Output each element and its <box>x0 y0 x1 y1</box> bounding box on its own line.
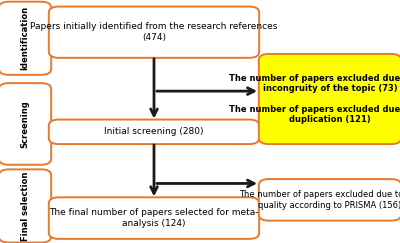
FancyBboxPatch shape <box>49 120 259 144</box>
FancyBboxPatch shape <box>0 2 51 75</box>
Text: Identification: Identification <box>20 6 30 70</box>
Text: Screening: Screening <box>20 100 30 148</box>
Text: The final number of papers selected for meta-
analysis (124): The final number of papers selected for … <box>49 208 259 228</box>
Text: The number of papers excluded due to low
quality according to PRISMA (156): The number of papers excluded due to low… <box>239 190 400 209</box>
Text: Papers initially identified from the research references
(474): Papers initially identified from the res… <box>30 23 278 42</box>
Text: The number of papers excluded due to the
incongruity of the topic (73)

The numb: The number of papers excluded due to the… <box>229 74 400 124</box>
FancyBboxPatch shape <box>0 169 51 243</box>
FancyBboxPatch shape <box>259 54 400 144</box>
FancyBboxPatch shape <box>49 197 259 239</box>
FancyBboxPatch shape <box>259 179 400 221</box>
FancyBboxPatch shape <box>0 83 51 165</box>
FancyBboxPatch shape <box>49 7 259 58</box>
Text: Initial screening (280): Initial screening (280) <box>104 127 204 136</box>
Text: Final selection: Final selection <box>20 171 30 241</box>
